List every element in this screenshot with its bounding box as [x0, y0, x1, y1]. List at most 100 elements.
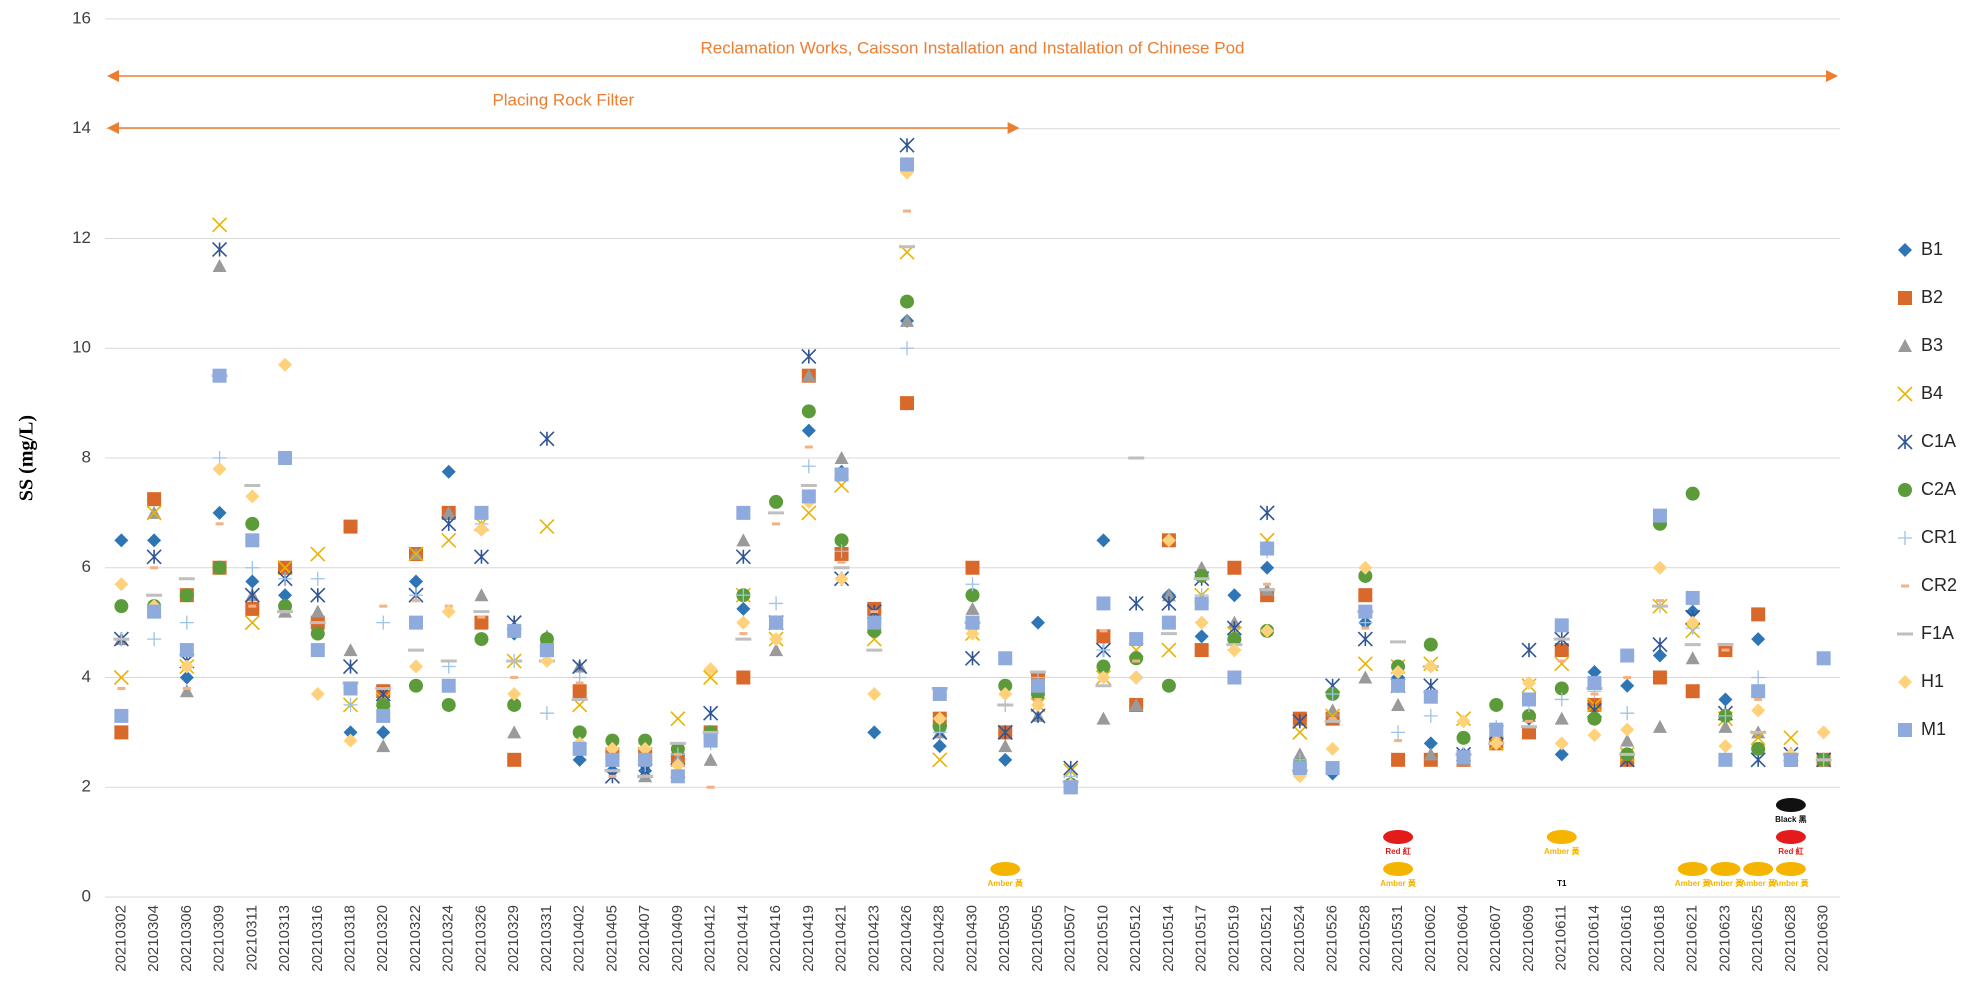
data-point — [1489, 697, 1504, 712]
data-point — [1750, 730, 1767, 734]
data-point — [1161, 615, 1176, 630]
data-point — [736, 601, 751, 616]
data-point — [1099, 629, 1108, 633]
data-point — [114, 599, 129, 614]
data-point — [1096, 629, 1111, 644]
data-point — [179, 643, 194, 658]
data-point — [1161, 533, 1176, 548]
y-tick-label: 0 — [82, 886, 91, 905]
data-point — [1685, 590, 1700, 605]
data-point — [1391, 697, 1406, 711]
data-point — [1554, 736, 1569, 751]
data-point — [1390, 640, 1407, 644]
data-point — [212, 461, 227, 476]
signal-label: Red 紅 — [1385, 846, 1410, 856]
data-point — [146, 593, 163, 597]
x-tick-label: 20210621 — [1684, 905, 1701, 972]
data-point — [903, 209, 912, 213]
data-point — [1554, 681, 1569, 696]
signal-cloud — [1383, 830, 1414, 844]
legend-label: C1A — [1921, 431, 1956, 451]
data-point — [147, 492, 162, 507]
arrow-head — [107, 70, 119, 82]
data-point — [1521, 642, 1537, 658]
data-point — [571, 697, 588, 701]
data-point — [964, 650, 981, 666]
data-point — [1554, 747, 1569, 762]
signal-cloud — [1710, 862, 1741, 876]
x-tick-label: 20210320 — [374, 905, 391, 972]
data-point — [147, 632, 162, 647]
data-point — [1522, 675, 1537, 690]
x-tick-label: 20210304 — [145, 905, 162, 972]
data-point — [772, 522, 781, 526]
data-point — [965, 560, 980, 575]
legend-marker — [1898, 675, 1912, 689]
data-point — [146, 505, 162, 521]
data-point — [932, 725, 947, 740]
data-point — [703, 752, 718, 766]
data-point — [114, 708, 129, 723]
data-point — [310, 604, 325, 618]
data-point — [179, 615, 194, 630]
data-point — [900, 396, 915, 411]
x-tick-label: 20210322 — [407, 905, 424, 972]
arrow-head — [107, 122, 119, 134]
y-tick-label: 12 — [72, 228, 91, 247]
data-point — [1227, 670, 1242, 685]
data-point — [1358, 604, 1373, 619]
data-point — [407, 648, 424, 652]
data-point — [834, 571, 849, 586]
x-tick-label: 20210625 — [1749, 905, 1766, 972]
data-point — [278, 451, 293, 465]
data-point — [441, 516, 457, 532]
data-point — [310, 546, 326, 562]
data-point — [343, 519, 358, 534]
legend-label: B2 — [1921, 287, 1943, 307]
data-point — [343, 643, 358, 657]
y-tick-label: 2 — [82, 777, 91, 796]
data-point — [572, 684, 587, 699]
data-point — [932, 739, 947, 754]
data-point — [965, 577, 980, 592]
data-point — [411, 599, 420, 603]
data-point — [1128, 595, 1144, 611]
data-point — [1620, 706, 1635, 721]
data-point — [212, 217, 228, 233]
data-point — [834, 467, 849, 482]
data-point — [441, 505, 456, 519]
signal-cloud — [1743, 862, 1774, 876]
data-point — [310, 643, 325, 658]
data-point — [539, 706, 554, 721]
data-point — [539, 431, 555, 447]
data-point — [376, 739, 391, 753]
signal-cloud — [1677, 862, 1708, 876]
x-tick-label: 20210517 — [1193, 905, 1210, 972]
data-point — [310, 571, 325, 586]
data-point — [114, 577, 129, 592]
data-point — [801, 368, 816, 382]
data-point — [1096, 533, 1111, 548]
data-point — [507, 697, 522, 712]
data-point — [1620, 648, 1635, 663]
data-point — [310, 626, 325, 641]
legend-marker — [1897, 434, 1913, 450]
data-point — [1128, 456, 1145, 460]
x-tick-label: 20210419 — [800, 905, 817, 972]
signal-label: Amber 黃 — [1740, 878, 1776, 888]
legend-marker — [1898, 483, 1912, 497]
data-point — [1521, 725, 1538, 729]
data-point — [278, 571, 293, 586]
x-tick-label: 20210514 — [1160, 905, 1177, 972]
data-point — [1522, 692, 1537, 707]
signal-cloud — [1775, 798, 1806, 812]
x-tick-label: 20210519 — [1225, 905, 1242, 972]
data-point — [408, 546, 424, 562]
data-point — [473, 610, 490, 614]
data-point — [376, 725, 391, 740]
data-point — [769, 596, 784, 611]
x-tick-label: 20210313 — [276, 905, 293, 972]
y-tick-label: 4 — [82, 667, 91, 686]
data-point — [1652, 637, 1668, 653]
data-point — [277, 560, 293, 576]
